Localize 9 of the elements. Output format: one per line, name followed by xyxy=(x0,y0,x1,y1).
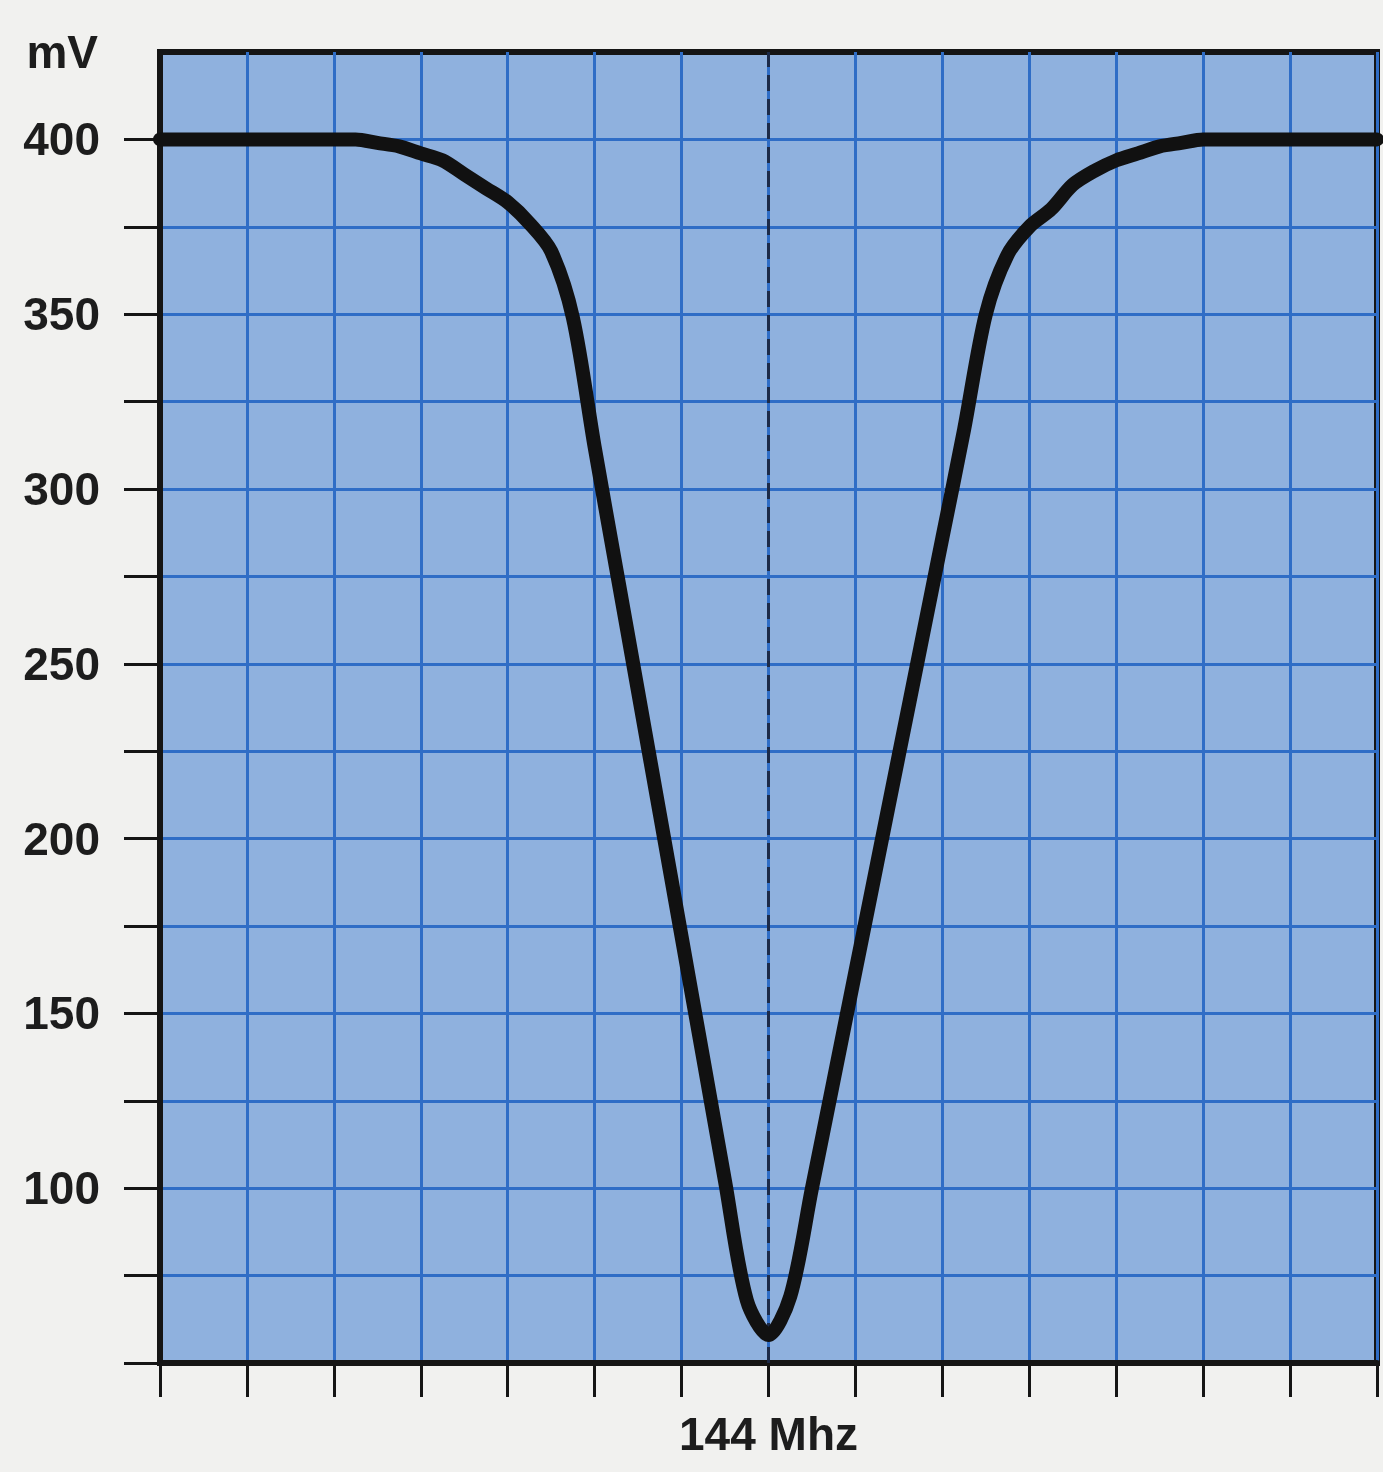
y-tick-label: 250 xyxy=(23,637,100,690)
y-tick-label: 150 xyxy=(23,987,100,1040)
y-tick-label: 100 xyxy=(23,1162,100,1215)
x-tick-label: 144 Mhz xyxy=(679,1408,858,1460)
y-tick-label: 200 xyxy=(23,812,100,865)
y-tick-label: 400 xyxy=(23,113,100,166)
y-tick-label: 350 xyxy=(23,288,100,341)
y-tick-label: 300 xyxy=(23,463,100,515)
y-axis-title: mV xyxy=(26,26,99,78)
